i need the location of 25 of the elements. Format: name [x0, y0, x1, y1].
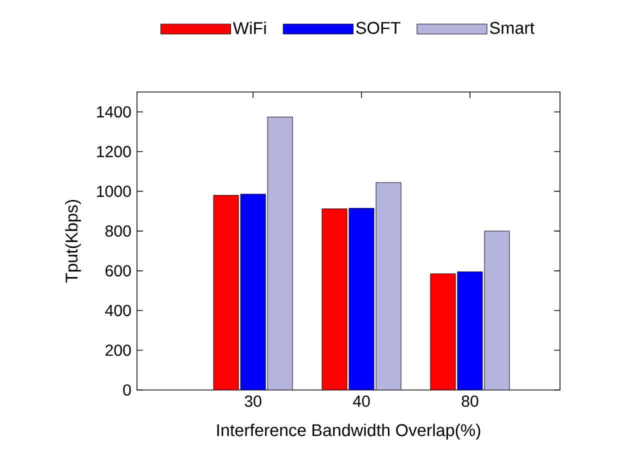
legend-label: SOFT [356, 22, 400, 34]
bar [457, 272, 483, 390]
y-tick-label: 600 [106, 265, 131, 276]
y-tick-label: 400 [105, 304, 131, 316]
y-axis-title: Tput(Kbps) [65, 200, 82, 283]
bar [267, 116, 293, 390]
x-tick-label: 80 [462, 396, 478, 407]
legend-label: Smart [490, 22, 534, 34]
y-tick-label: 200 [106, 344, 131, 356]
y-tick-label: 0 [123, 384, 131, 396]
bar [484, 230, 510, 390]
bar [322, 208, 348, 390]
y-tick-label: 1200 [97, 146, 131, 158]
legend-label: WiFi [233, 22, 266, 34]
x-axis-title: Interference Bandwidth Overlap(%) [217, 424, 480, 440]
y-tick-label: 1000 [97, 186, 131, 197]
x-tick-label: 30 [244, 396, 262, 407]
bar [213, 195, 239, 390]
bar [240, 194, 266, 390]
bar [348, 208, 374, 390]
y-tick-label: 800 [105, 225, 131, 237]
y-tick-label: 1400 [97, 106, 131, 118]
bar [376, 182, 402, 390]
bar [430, 274, 456, 390]
x-tick-label: 40 [352, 396, 370, 407]
